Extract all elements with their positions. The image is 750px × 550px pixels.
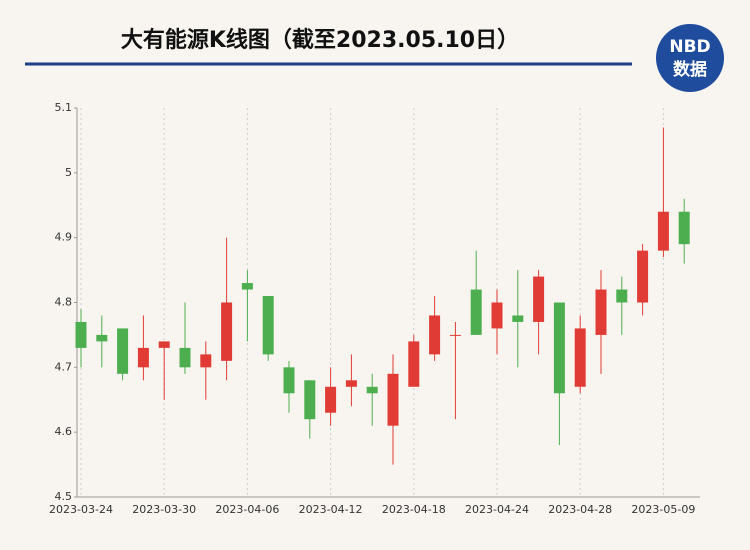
y-tick-label: 5 <box>65 166 72 179</box>
candle-body <box>262 296 274 355</box>
candle-body <box>678 211 690 245</box>
candle-body <box>637 250 649 303</box>
candle-body <box>533 276 545 322</box>
candle-body <box>553 302 565 394</box>
candle-body <box>117 328 129 374</box>
candle-body <box>345 380 357 387</box>
x-tick-label: 2023-05-09 <box>631 503 695 516</box>
x-tick-label: 2023-03-24 <box>49 503 113 516</box>
candle-body <box>283 367 295 394</box>
candle-body <box>408 341 420 387</box>
candle-body <box>574 328 586 387</box>
y-tick-label: 4.8 <box>55 296 73 309</box>
x-tick-label: 2023-04-18 <box>382 503 446 516</box>
x-tick-label: 2023-04-06 <box>215 503 279 516</box>
candle-body <box>137 347 149 368</box>
candle-body <box>200 354 212 368</box>
candle-body <box>657 211 669 251</box>
y-tick-label: 4.5 <box>55 490 73 503</box>
chart-title: 大有能源K线图（截至2023.05.10日） <box>121 27 519 53</box>
candle-body <box>366 386 378 394</box>
x-tick-label: 2023-04-24 <box>465 503 529 516</box>
candle-body <box>75 321 87 348</box>
candle-body <box>325 386 337 413</box>
candle-body <box>304 380 316 420</box>
candle-body <box>241 283 253 290</box>
candle-body <box>387 373 399 426</box>
y-tick-label: 4.6 <box>55 425 73 438</box>
candle-body <box>595 289 607 335</box>
y-tick-label: 5.1 <box>55 101 73 114</box>
candle-body <box>221 302 233 361</box>
y-tick-label: 4.7 <box>55 360 73 373</box>
y-tick-label: 4.9 <box>55 231 73 244</box>
candle-body <box>512 315 524 322</box>
candle-body <box>429 315 441 355</box>
logo <box>656 24 724 92</box>
candle-body <box>179 347 191 368</box>
logo-text: 数据 <box>673 59 707 80</box>
x-tick-label: 2023-03-30 <box>132 503 196 516</box>
candle-body <box>158 341 170 348</box>
candle-body <box>616 289 628 303</box>
candle-body <box>449 334 461 336</box>
candle-body <box>96 334 108 342</box>
candle-body <box>491 302 503 329</box>
x-tick-label: 2023-04-12 <box>299 503 363 516</box>
x-tick-label: 2023-04-28 <box>548 503 612 516</box>
candle-body <box>470 289 482 335</box>
logo-text: NBD <box>669 37 710 57</box>
